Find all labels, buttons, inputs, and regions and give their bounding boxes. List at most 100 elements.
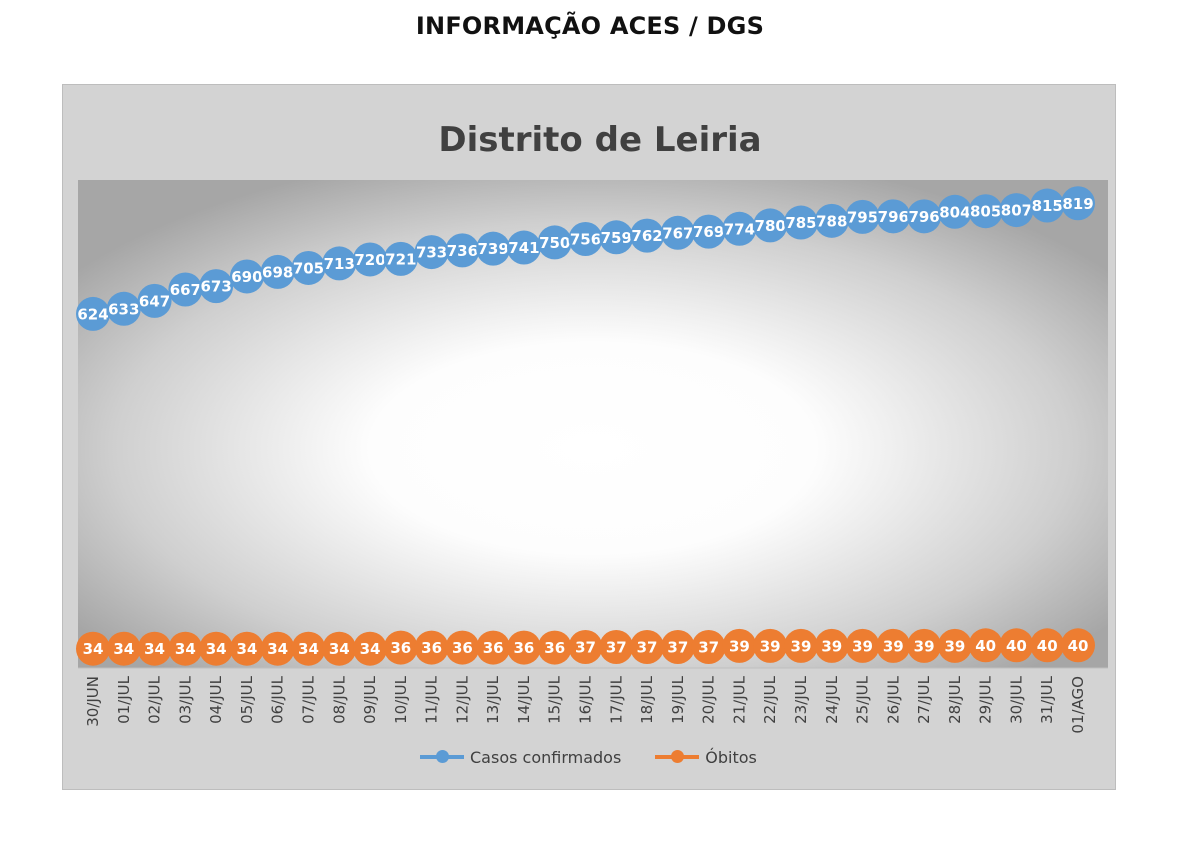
legend-item-obitos: Óbitos [655, 748, 757, 767]
data-label: 769 [693, 223, 724, 241]
data-point [937, 194, 972, 229]
data-point [322, 246, 357, 281]
data-point [568, 630, 603, 665]
data-point [506, 630, 541, 665]
data-label: 788 [816, 212, 847, 230]
data-point [76, 631, 110, 666]
data-label: 736 [447, 242, 478, 260]
data-point [1030, 188, 1065, 223]
data-point [291, 631, 326, 666]
data-point [229, 259, 264, 294]
data-point [260, 254, 295, 289]
x-tick-label: 16/JUL [577, 675, 595, 724]
data-label: 39 [729, 637, 750, 655]
x-tick-label: 13/JUL [484, 675, 502, 724]
data-point [599, 220, 634, 255]
data-label: 34 [360, 640, 381, 658]
data-point [137, 631, 172, 666]
data-point [291, 250, 326, 285]
data-point [691, 630, 726, 665]
data-point [106, 631, 141, 666]
data-label: 36 [452, 639, 473, 657]
data-point [722, 211, 757, 246]
data-point [814, 628, 849, 663]
data-label: 624 [77, 305, 108, 323]
data-label: 667 [170, 281, 201, 299]
x-tick-label: 10/JUL [392, 675, 410, 724]
x-tick-label: 11/JUL [423, 675, 441, 724]
data-point [260, 631, 295, 666]
data-point [137, 283, 172, 318]
data-point [199, 631, 234, 666]
data-point [999, 193, 1034, 228]
x-tick-label: 15/JUL [546, 675, 564, 724]
x-tick-label: 07/JUL [299, 675, 317, 724]
x-tick-label: 19/JUL [669, 675, 687, 724]
data-label: 807 [1001, 202, 1032, 220]
data-point [322, 631, 357, 666]
data-label: 36 [421, 639, 442, 657]
legend: Casos confirmados Óbitos [420, 744, 757, 770]
x-tick-label: 29/JUL [977, 675, 995, 724]
data-point [937, 628, 972, 663]
data-point [353, 631, 388, 666]
x-tick-label: 25/JUL [854, 675, 872, 724]
x-tick-label: 28/JUL [946, 675, 964, 724]
x-tick-label: 24/JUL [823, 675, 841, 724]
x-tick-label: 01/JUL [115, 675, 133, 724]
data-label: 39 [852, 637, 873, 655]
x-tick-label: 18/JUL [638, 675, 656, 724]
data-label: 34 [144, 640, 165, 658]
data-label: 34 [329, 640, 350, 658]
data-label: 39 [883, 637, 904, 655]
data-point [414, 630, 449, 665]
data-label: 739 [478, 240, 509, 258]
data-label: 37 [667, 639, 688, 657]
data-point [445, 233, 480, 268]
data-point [568, 222, 603, 257]
data-point [353, 242, 388, 277]
legend-swatch-casos [420, 750, 464, 763]
data-label: 733 [416, 244, 447, 262]
x-tick-label: 27/JUL [915, 675, 933, 724]
data-point [1030, 628, 1065, 663]
data-label: 796 [878, 208, 909, 226]
data-label: 767 [662, 224, 693, 242]
x-tick-label: 02/JUL [146, 675, 164, 724]
data-label: 815 [1032, 197, 1063, 215]
data-point [1061, 628, 1095, 663]
data-point [476, 231, 511, 266]
data-label: 36 [483, 639, 504, 657]
x-tick-label: 05/JUL [238, 675, 256, 724]
data-label: 39 [944, 637, 965, 655]
data-label: 780 [755, 217, 786, 235]
data-point [630, 218, 665, 253]
data-point [229, 631, 264, 666]
x-tick-label: 08/JUL [330, 675, 348, 724]
data-point [876, 199, 911, 234]
data-point [414, 235, 449, 270]
data-label: 40 [1068, 637, 1089, 655]
x-tick-label: 21/JUL [730, 675, 748, 724]
x-tick-label: 09/JUL [361, 675, 379, 724]
data-label: 698 [262, 263, 293, 281]
data-point [168, 272, 203, 307]
data-label: 774 [724, 220, 755, 238]
data-label: 34 [298, 640, 319, 658]
data-label: 762 [631, 227, 662, 245]
data-point [537, 225, 572, 260]
data-label: 39 [821, 637, 842, 655]
data-point [106, 291, 141, 326]
x-tick-label: 31/JUL [1038, 675, 1056, 724]
data-label: 37 [698, 639, 719, 657]
data-label: 34 [236, 640, 257, 658]
data-label: 34 [83, 640, 104, 658]
page-heading: INFORMAÇÃO ACES / DGS [415, 12, 765, 40]
x-tick-label: 12/JUL [453, 675, 471, 724]
data-label: 804 [939, 203, 970, 221]
data-label: 39 [760, 637, 781, 655]
data-label: 36 [390, 639, 411, 657]
data-point [845, 628, 880, 663]
